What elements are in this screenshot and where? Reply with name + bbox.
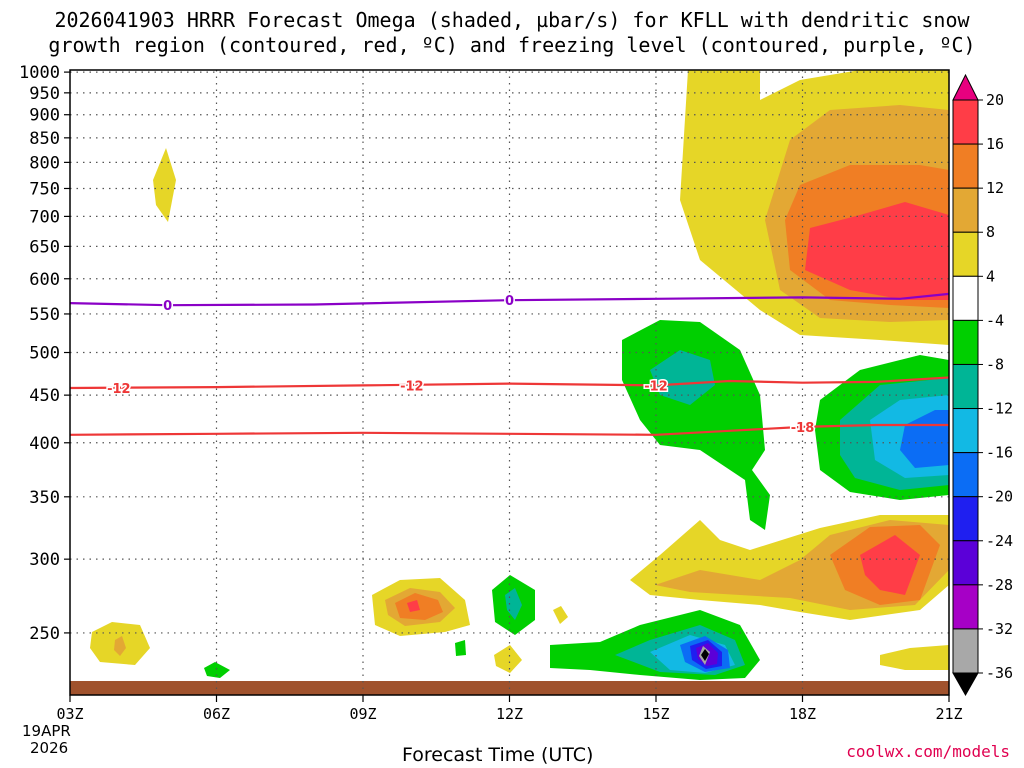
contour-line-1 — [69, 376, 950, 390]
y-tick-label-700: 700 — [29, 207, 60, 227]
omega-shading — [90, 70, 949, 680]
colorbar-segment-2 — [952, 187, 979, 233]
y-tick-label-400: 400 — [29, 434, 60, 454]
colorbar-segment-0 — [952, 99, 979, 145]
x-tick-label-12Z: 12Z — [496, 705, 523, 723]
colorbar-label-3: 8 — [986, 223, 995, 241]
shade-pos8-04z — [114, 636, 126, 656]
shade-neg8-upper — [650, 350, 715, 405]
shade-neg36-core — [701, 649, 709, 661]
shade-pos4-21z-low — [880, 645, 949, 670]
colorbar-segment-4 — [952, 275, 979, 321]
y-tick-label-800: 800 — [29, 153, 60, 173]
chart-title-line1: 2026041903 HRRR Forecast Omega (shaded, … — [54, 8, 970, 32]
shade-neg8-12z — [505, 588, 522, 620]
colorbar-label-9: -20 — [986, 488, 1013, 506]
colorbar-bottom-arrow — [952, 672, 979, 697]
colorbar-label-13: -36 — [986, 664, 1013, 682]
chart-title-line2: growth region (contoured, red, ºC) and f… — [48, 33, 976, 57]
colorbar-segment-11 — [952, 584, 979, 630]
contour-label-1-2: -12 — [644, 379, 668, 394]
y-axis: 250 300 350 400 450 500 550 600 650 700 750 800 850 9… — [19, 63, 70, 644]
shade-pos4-12z-low — [494, 645, 522, 673]
contour-label-2-0: 0 — [163, 299, 172, 314]
y-tick-label-250: 250 — [29, 624, 60, 644]
shade-pos4-small — [153, 148, 176, 222]
colorbar-label-8: -16 — [986, 444, 1013, 462]
x-tick-label-18Z: 18Z — [789, 705, 816, 723]
y-tick-label-300: 300 — [29, 550, 60, 570]
colorbar-label-11: -28 — [986, 576, 1013, 594]
colorbar-label-1: 16 — [986, 135, 1004, 153]
shade-neg4-06z — [204, 662, 230, 678]
shade-pos4-13z — [553, 606, 568, 624]
shade-pos16-upper — [805, 202, 949, 300]
colorbar-label-7: -12 — [986, 400, 1013, 418]
x-tick-label-21Z: 21Z — [935, 705, 962, 723]
y-tick-label-500: 500 — [29, 344, 60, 364]
x-tick-label-03Z: 03Z — [56, 705, 83, 723]
colorbar-label-0: 20 — [986, 91, 1004, 109]
y-tick-label-750: 750 — [29, 179, 60, 199]
contour-line-2 — [69, 292, 950, 307]
colorbar-segment-7 — [952, 408, 979, 454]
colorbar-label-10: -24 — [986, 532, 1013, 550]
colorbar-segment-12 — [952, 628, 979, 674]
shade-neg4-11z — [455, 640, 466, 656]
x-tick-label-06Z: 06Z — [203, 705, 230, 723]
contour-label-2-1: 0 — [505, 294, 514, 309]
date-label-day: 19APR — [22, 722, 71, 740]
y-tick-label-350: 350 — [29, 488, 60, 508]
x-axis-label: Forecast Time (UTC) — [402, 744, 594, 766]
colorbar-label-4: 4 — [986, 267, 995, 285]
colorbar-label-12: -32 — [986, 620, 1013, 638]
colorbar-label-2: 12 — [986, 179, 1004, 197]
colorbar-top-arrow — [952, 73, 979, 101]
colorbar-segment-8 — [952, 452, 979, 498]
shade-pos12-10z — [395, 593, 443, 620]
colorbar: 20 16 12 8 4 -4 -8 -12 -16 -20 -24 -28 -32 -36 — [952, 73, 1013, 697]
y-tick-label-1000: 1000 — [19, 63, 60, 83]
y-tick-label-550: 550 — [29, 305, 60, 325]
contour-line-0 — [69, 423, 949, 436]
temperature-contours: -18 -12 -12 -12 0 0 — [69, 292, 950, 437]
y-tick-label-950: 950 — [29, 84, 60, 104]
x-tick-label-09Z: 09Z — [349, 705, 376, 723]
date-label-year: 2026 — [30, 739, 69, 757]
colorbar-label-5: -4 — [986, 311, 1004, 329]
x-tick-label-15Z: 15Z — [642, 705, 669, 723]
y-tick-label-450: 450 — [29, 386, 60, 406]
shade-pos16-10z — [407, 600, 420, 612]
y-tick-label-850: 850 — [29, 129, 60, 149]
contour-label-0-0: -18 — [791, 421, 815, 436]
y-tick-label-900: 900 — [29, 106, 60, 126]
x-axis: 03Z 06Z 09Z 12Z 15Z 18Z 21Z — [56, 695, 963, 723]
colorbar-segment-5 — [952, 319, 979, 365]
plot-frame — [69, 69, 950, 696]
colorbar-label-6: -8 — [986, 355, 1004, 373]
contour-label-1-0: -12 — [107, 382, 131, 397]
contour-label-1-1: -12 — [400, 379, 424, 394]
y-tick-label-600: 600 — [29, 270, 60, 290]
colorbar-segment-3 — [952, 231, 979, 277]
y-tick-label-650: 650 — [29, 237, 60, 257]
shade-pos16-lower — [860, 535, 920, 595]
footer-credit: coolwx.com/models — [846, 742, 1010, 761]
colorbar-segment-10 — [952, 540, 979, 586]
colorbar-segment-6 — [952, 363, 979, 410]
colorbar-segment-1 — [952, 143, 979, 189]
colorbar-segment-9 — [952, 496, 979, 542]
